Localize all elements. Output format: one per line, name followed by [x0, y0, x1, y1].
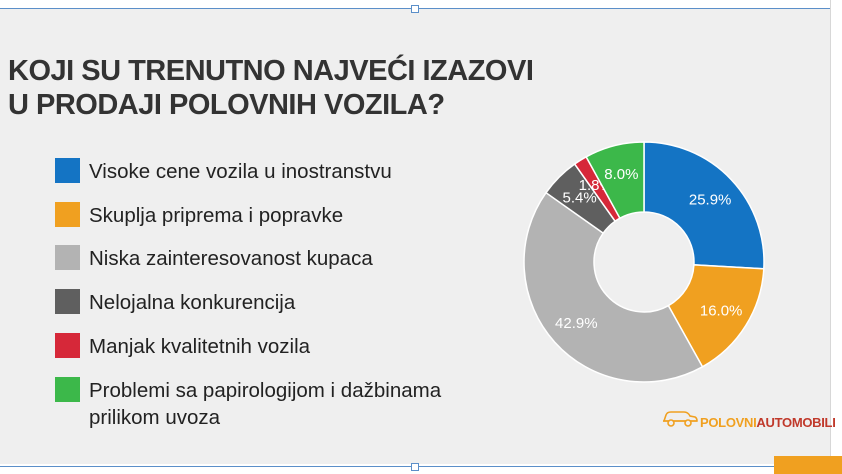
legend-label-line: Problemi sa papirologijom i dažbinama	[89, 378, 442, 402]
accent-bar	[774, 456, 842, 474]
slide-edge	[830, 0, 831, 474]
slice-data-label: 8.0%	[604, 166, 638, 183]
brand-logo-part-1: POLOVNI	[700, 415, 757, 430]
legend-label-line: Nelojalna konkurencija	[89, 291, 296, 315]
legend-label-line: Visoke cene vozila u inostranstvu	[89, 160, 392, 183]
chart-title-line-2: U PRODAJI POLOVNIH VOZILA?	[8, 89, 445, 121]
donut-slice	[523, 191, 704, 383]
legend-label: Visoke cene vozila u inostranstvu	[89, 158, 392, 185]
resize-handle-top[interactable]	[411, 5, 419, 13]
legend-label: Skuplja priprema i popravke	[89, 202, 343, 229]
legend-label: Niska zainteresovanost kupaca	[89, 245, 373, 272]
legend-swatch	[55, 158, 80, 183]
legend-swatch	[55, 289, 80, 315]
donut-slice	[585, 141, 645, 220]
chart-title: KOJI SU TRENUTNO NAJVEĆI IZAZOVI U PRODA…	[8, 54, 534, 122]
slice-data-label: 42.9%	[555, 315, 598, 332]
legend-label: Manjak kvalitetnih vozila	[89, 333, 310, 360]
slice-data-label: 25.9%	[689, 191, 732, 208]
brand-logo-part-2: AUTOMOBILI	[756, 415, 836, 430]
legend-label-line: Skuplja priprema i popravke	[89, 203, 344, 227]
slice-data-label: 16.0%	[700, 302, 743, 319]
legend-swatch	[55, 332, 80, 358]
legend-label: Nelojalna konkurencija	[89, 289, 295, 316]
chart-title-line-1: KOJI SU TRENUTNO NAJVEĆI IZAZOVI	[8, 55, 534, 87]
legend-swatch	[55, 245, 80, 271]
legend-swatch	[55, 376, 80, 402]
brand-logo: POLOVNIAUTOMOBILI	[662, 408, 836, 433]
legend-label: Problemi sa papirologijom i dažbinama pri…	[89, 377, 441, 431]
legend-label-line: Manjak kvalitetnih vozila	[89, 334, 311, 358]
donut-slice	[667, 264, 765, 368]
legend-swatch	[55, 201, 80, 227]
legend-label-line: prilikom uvoza	[89, 405, 221, 429]
legend-label-line: Niska zainteresovanost kupaca	[89, 247, 373, 271]
resize-handle-bottom[interactable]	[411, 463, 419, 471]
brand-logo-text: POLOVNIAUTOMOBILI	[700, 415, 836, 430]
car-logo-icon	[662, 411, 698, 427]
donut-slice	[643, 141, 765, 270]
slice-data-label: 5.4%	[563, 190, 597, 207]
